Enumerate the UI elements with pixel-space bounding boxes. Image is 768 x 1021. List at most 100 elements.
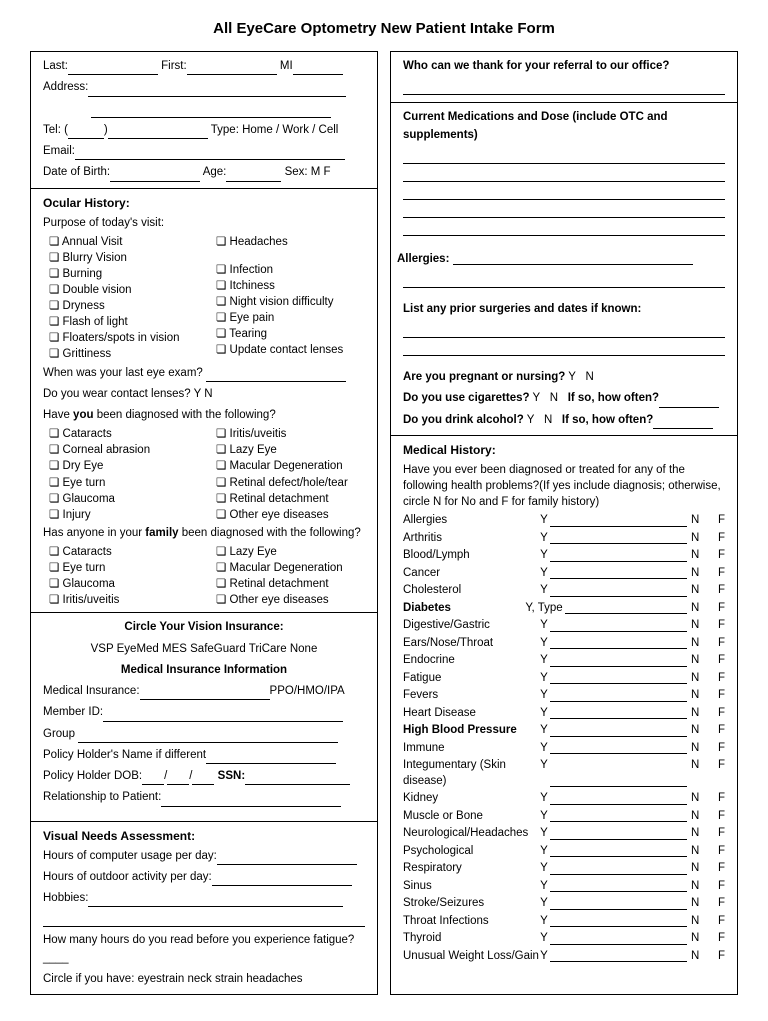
checkbox-item[interactable]: Grittiness [37,346,204,362]
last-exam[interactable]: When was your last eye exam? [37,363,371,384]
medhist-row[interactable]: CholesterolYNF [397,582,731,600]
medhist-row[interactable]: CancerYNF [397,565,731,583]
checkbox-item[interactable]: Dry Eye [37,458,204,474]
checkbox-item[interactable]: Retinal detachment [204,576,371,592]
circle-row[interactable]: Circle if you have: eyestrain neck strai… [37,969,371,990]
hobbies-row[interactable]: Hobbies: [37,888,371,909]
med-ins-header: Medical Insurance Information [37,660,371,681]
checkbox-item[interactable]: Annual Visit [37,234,204,250]
referral-section: Who can we thank for your referral to ou… [391,52,737,102]
surgeries-section: List any prior surgeries and dates if kn… [391,295,737,363]
medhist-row[interactable]: FeversYNF [397,687,731,705]
policy-name-row[interactable]: Policy Holder's Name if different [37,745,371,766]
checkbox-item[interactable]: Tearing [204,326,371,342]
checkbox-item[interactable]: Iritis/uveitis [37,592,204,608]
checkbox-item[interactable]: Retinal defect/hole/tear [204,475,371,491]
dob-row[interactable]: Date of Birth: Age: Sex: M F [37,162,371,183]
medhist-row[interactable]: Integumentary (Skin disease)YNF [397,757,731,790]
checkbox-item[interactable]: Infection [204,262,371,278]
checkbox-item[interactable]: Double vision [37,282,204,298]
purpose-label: Purpose of today's visit: [37,213,371,234]
contacts-row[interactable]: Do you wear contact lenses? Y N [37,384,371,405]
medhist-row[interactable]: ArthritisYNF [397,530,731,548]
checkbox-item[interactable]: Itchiness [204,278,371,294]
medhist-row[interactable]: Stroke/SeizuresYNF [397,895,731,913]
checkbox-item[interactable]: Macular Degeneration [204,458,371,474]
visual-header: Visual Needs Assessment: [37,826,371,846]
medhist-list[interactable]: AllergiesYNFArthritisYNFBlood/LymphYNFCa… [397,512,731,965]
checkbox-item[interactable]: Headaches [204,234,371,250]
referral-q: Who can we thank for your referral to ou… [397,56,731,77]
lifestyle-section[interactable]: Are you pregnant or nursing? Y N Do you … [391,363,737,435]
personal-section: Last: First: MI Address: Tel: () Type: H… [31,52,377,188]
fatigue-row[interactable]: How many hours do you read before you ex… [37,930,371,969]
checkbox-item[interactable]: Dryness [37,298,204,314]
medhist-row[interactable]: Neurological/HeadachesYNF [397,825,731,843]
checkbox-item[interactable]: Eye turn [37,560,204,576]
medhist-row[interactable]: RespiratoryYNF [397,860,731,878]
checkbox-item[interactable]: Flash of light [37,314,204,330]
medhist-row[interactable]: Unusual Weight Loss/GainYNF [397,948,731,966]
checkbox-item[interactable]: Lazy Eye [204,442,371,458]
checkbox-item[interactable]: Floaters/spots in vision [37,330,204,346]
diag-fam: Has anyone in your family been diagnosed… [37,523,371,544]
rel-row[interactable]: Relationship to Patient: [37,787,371,808]
medhist-row[interactable]: ThyroidYNF [397,930,731,948]
checkbox-item[interactable]: Lazy Eye [204,544,371,560]
tel-row[interactable]: Tel: () Type: Home / Work / Cell [37,120,371,141]
member-row[interactable]: Member ID: [37,702,371,723]
comp-row[interactable]: Hours of computer usage per day: [37,846,371,867]
vision-ins-header: Circle Your Vision Insurance: [37,617,371,638]
medhist-row[interactable]: Blood/LymphYNF [397,547,731,565]
checkbox-item[interactable]: Burning [37,266,204,282]
ocular-section: Ocular History: Purpose of today's visit… [31,188,377,613]
group-row[interactable]: Group [37,724,371,745]
medhist-row[interactable]: Throat InfectionsYNF [397,913,731,931]
medhist-row[interactable]: SinusYNF [397,878,731,896]
medhist-row[interactable]: Digestive/GastricYNF [397,617,731,635]
medhist-row[interactable]: DiabetesY, TypeNF [397,600,731,618]
checkbox-item[interactable]: Other eye diseases [204,592,371,608]
checkbox-item[interactable]: Cataracts [37,426,204,442]
medhist-row[interactable]: KidneyYNF [397,790,731,808]
checkbox-item[interactable] [204,250,371,262]
checkbox-item[interactable]: Glaucoma [37,491,204,507]
checkbox-item[interactable]: Blurry Vision [37,250,204,266]
checkbox-item[interactable]: Retinal detachment [204,491,371,507]
medhist-row[interactable]: Heart DiseaseYNF [397,705,731,723]
medhist-row[interactable]: AllergiesYNF [397,512,731,530]
checkbox-item[interactable]: Cataracts [37,544,204,560]
medhist-row[interactable]: Ears/Nose/ThroatYNF [397,635,731,653]
medhist-row[interactable]: High Blood PressureYNF [397,722,731,740]
medhist-row[interactable]: EndocrineYNF [397,652,731,670]
checkbox-item[interactable]: Night vision difficulty [204,294,371,310]
checkbox-item[interactable]: Glaucoma [37,576,204,592]
vision-ins-options[interactable]: VSP EyeMed MES SafeGuard TriCare None [37,639,371,660]
purpose-checks[interactable]: Annual VisitBlurry VisionBurningDouble v… [37,234,371,363]
diag-you-checks[interactable]: CataractsCorneal abrasionDry EyeEye turn… [37,426,371,523]
checkbox-item[interactable]: Eye turn [37,475,204,491]
meds-header: Current Medications and Dose (include OT… [397,107,731,146]
medhist-section: Medical History: Have you ever been diag… [391,435,737,970]
ocular-header: Ocular History: [37,193,371,213]
email-row[interactable]: Email: [37,141,371,162]
checkbox-item[interactable]: Macular Degeneration [204,560,371,576]
checkbox-item[interactable]: Corneal abrasion [37,442,204,458]
checkbox-item[interactable]: Other eye diseases [204,507,371,523]
form-columns: Last: First: MI Address: Tel: () Type: H… [30,51,738,995]
checkbox-item[interactable]: Injury [37,507,204,523]
medhist-row[interactable]: FatigueYNF [397,670,731,688]
address-row[interactable]: Address: [37,77,371,98]
allergies-section[interactable]: Allergies: [391,243,737,295]
checkbox-item[interactable]: Eye pain [204,310,371,326]
diag-fam-checks[interactable]: CataractsEye turnGlaucomaIritis/uveitis L… [37,544,371,608]
policy-dob-row[interactable]: Policy Holder DOB:// SSN: [37,766,371,787]
med-ins-row[interactable]: Medical Insurance:PPO/HMO/IPA [37,681,371,702]
outdoor-row[interactable]: Hours of outdoor activity per day: [37,867,371,888]
checkbox-item[interactable]: Update contact lenses [204,342,371,358]
medhist-row[interactable]: ImmuneYNF [397,740,731,758]
name-row[interactable]: Last: First: MI [37,56,371,77]
medhist-row[interactable]: Muscle or BoneYNF [397,808,731,826]
medhist-row[interactable]: PsychologicalYNF [397,843,731,861]
checkbox-item[interactable]: Iritis/uveitis [204,426,371,442]
